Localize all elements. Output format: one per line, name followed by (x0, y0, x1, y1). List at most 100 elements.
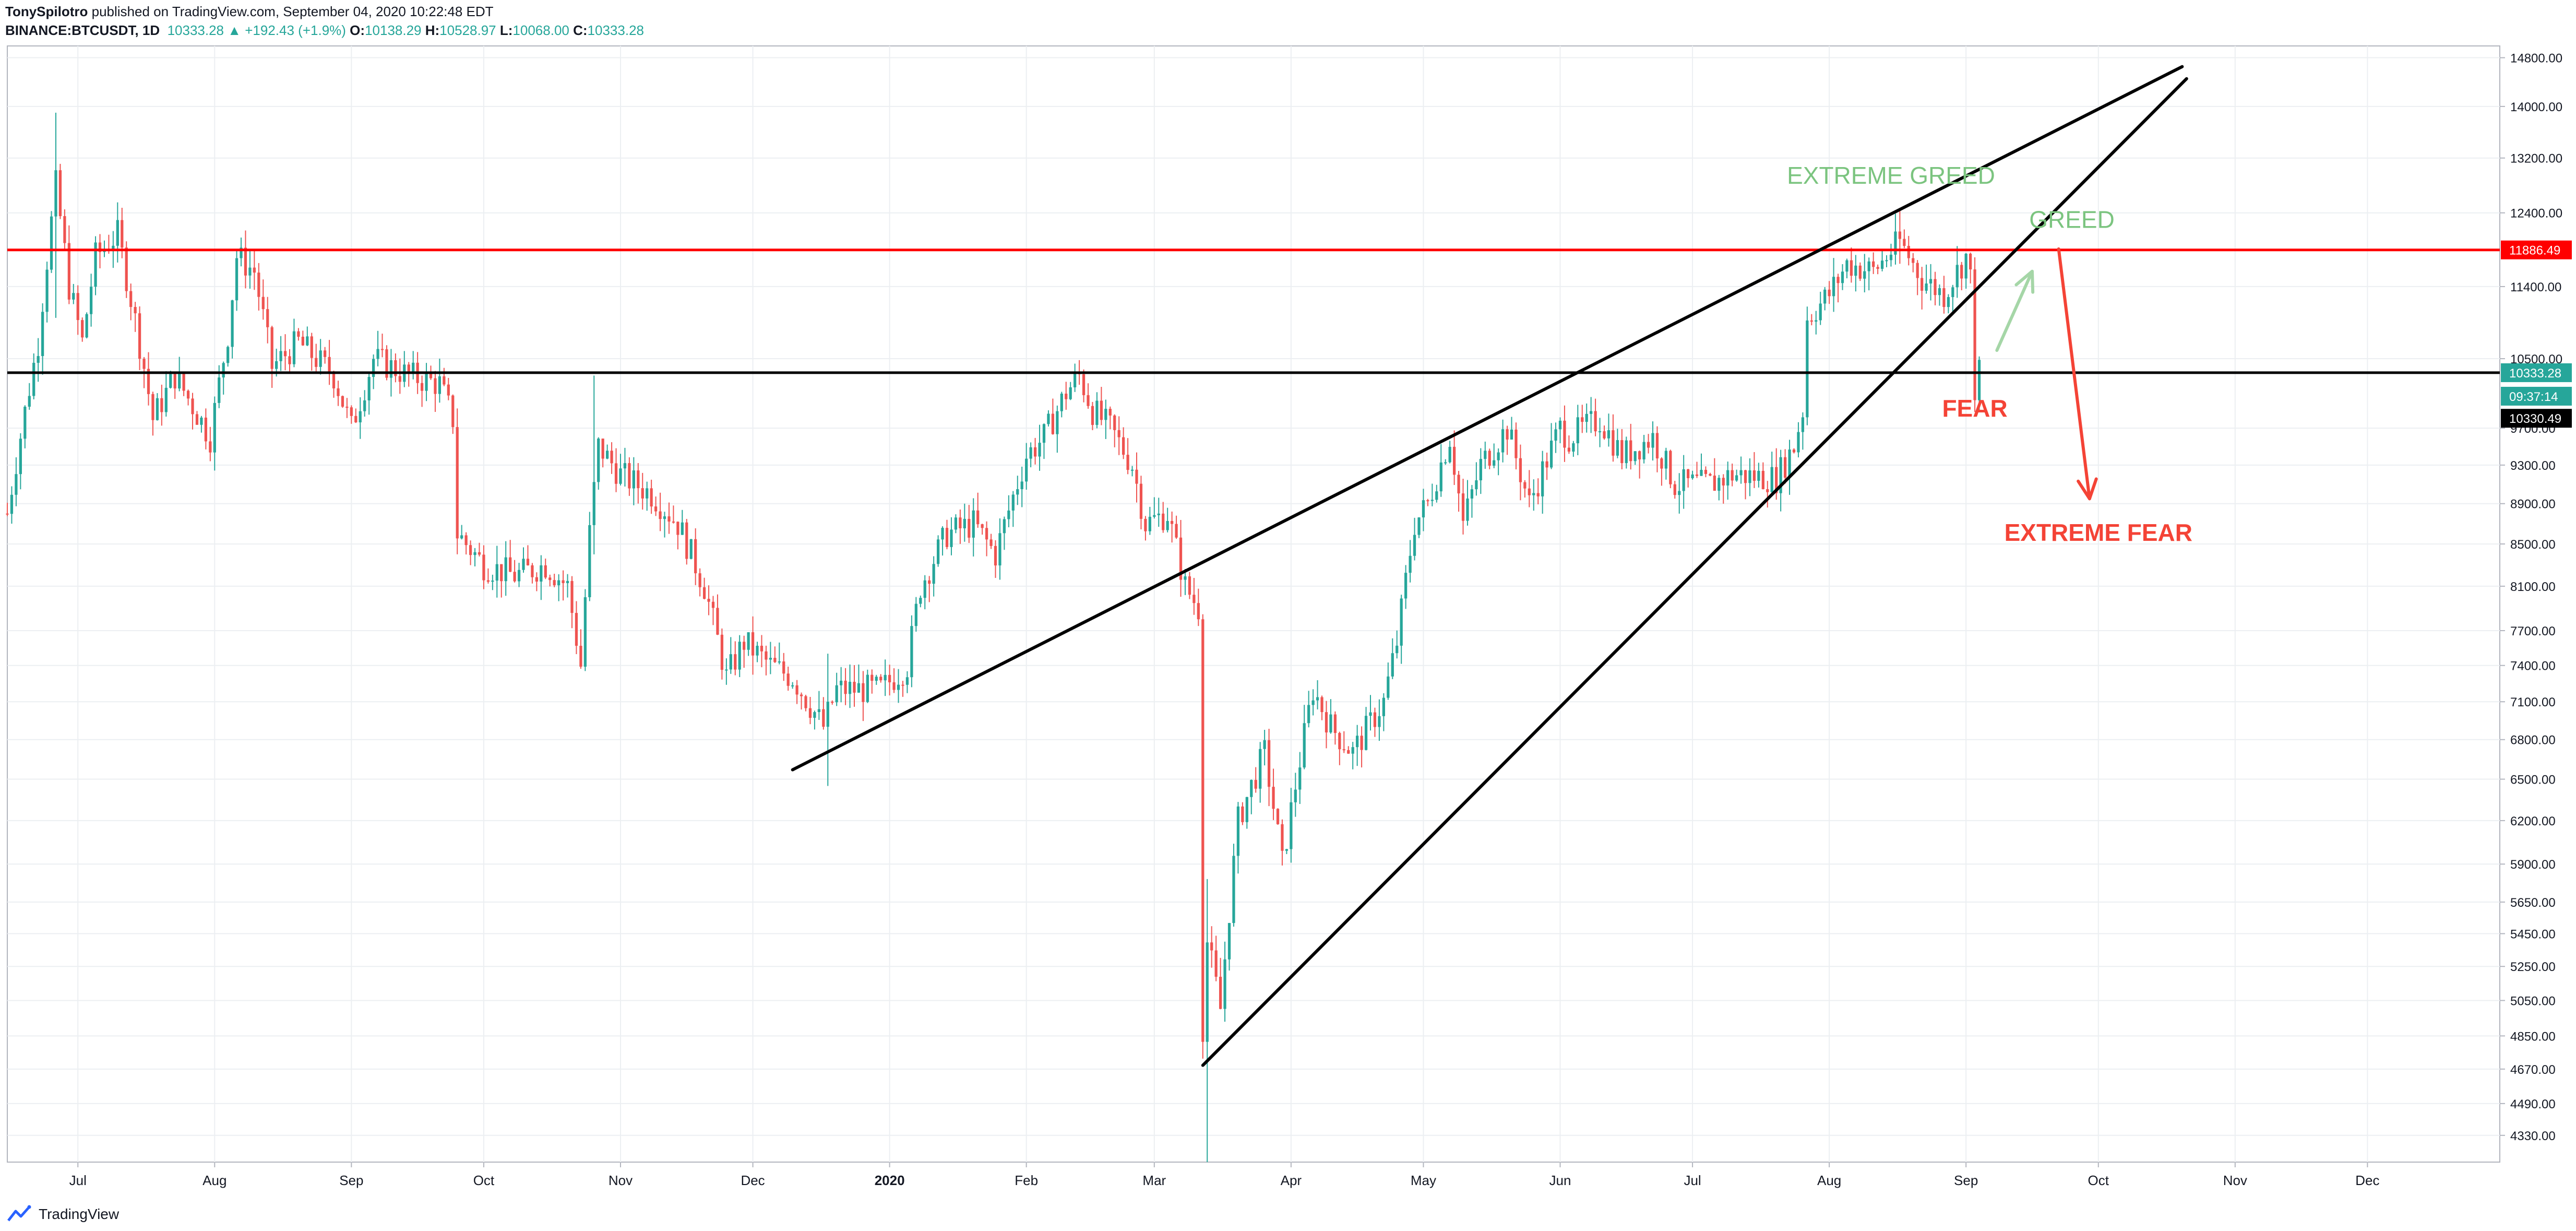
candle (667, 502, 671, 534)
candle (1603, 425, 1606, 440)
candle-body (685, 522, 688, 559)
y-tick-label: 9300.00 (2510, 459, 2556, 473)
candle-body (989, 539, 993, 546)
candle (1925, 264, 1928, 294)
candle-body (1903, 239, 1906, 246)
candle (1819, 291, 1822, 325)
candle-body (359, 411, 362, 423)
candle-body (778, 661, 781, 663)
greed-label: GREED (2029, 206, 2115, 233)
candle-body (637, 470, 640, 489)
candle (1687, 468, 1690, 488)
candle-body (972, 510, 975, 538)
candle (769, 642, 772, 674)
candle (376, 330, 379, 366)
candle-body (1236, 806, 1240, 856)
low-value: 10068.00 (512, 22, 569, 38)
candle (945, 519, 949, 550)
candle-body (1210, 942, 1213, 951)
candle-body (1122, 437, 1125, 455)
candle-body (844, 680, 847, 694)
candle (1567, 435, 1571, 454)
symbol-label[interactable]: BINANCE:BTCUSDT, 1D (5, 22, 160, 38)
candle (420, 375, 424, 407)
candle (1885, 255, 1888, 267)
candle (1620, 429, 1624, 469)
y-tick-label: 11400.00 (2510, 280, 2561, 294)
candle (1722, 474, 1725, 504)
candle-body (63, 216, 66, 243)
candle (1065, 382, 1068, 410)
candle (76, 285, 79, 335)
candle (994, 540, 997, 578)
candle (1484, 441, 1487, 469)
candle (702, 577, 706, 600)
author-name[interactable]: TonySpilotro (5, 4, 88, 19)
candle-body (614, 463, 618, 484)
candle-body (562, 580, 565, 583)
candle (1400, 595, 1403, 664)
candle (367, 372, 371, 415)
candle-body (968, 518, 971, 538)
candle-body (112, 245, 115, 252)
candle (1426, 499, 1429, 506)
candle (500, 564, 503, 598)
candle (1091, 401, 1094, 431)
candle (1660, 457, 1663, 486)
candle-body (1316, 697, 1319, 701)
candle-body (1457, 475, 1460, 494)
candle-body (81, 320, 84, 338)
x-tick-label: Jul (69, 1173, 87, 1188)
candle (434, 371, 437, 412)
candle-body (813, 712, 816, 718)
candle (698, 568, 701, 597)
candle (1682, 455, 1685, 509)
candle-body (1704, 470, 1708, 474)
candle-body (1858, 265, 1862, 279)
candle-body (800, 694, 803, 696)
y-tick-label: 5050.00 (2510, 994, 2556, 1008)
candle-body (1373, 712, 1377, 727)
chart-header: TonySpilotro published on TradingView.co… (5, 3, 2562, 40)
candle-body (1633, 451, 1637, 461)
price-tag-box (2501, 409, 2572, 428)
candle-body (1510, 429, 1513, 440)
arrow-shaft (1995, 269, 2034, 352)
candle (1175, 515, 1178, 539)
candle-body (1074, 373, 1077, 387)
candle (1647, 434, 1650, 454)
candle-body (1647, 442, 1650, 448)
candle-body (667, 516, 671, 522)
candle-body (1695, 474, 1699, 476)
candle (1241, 802, 1244, 825)
tradingview-logo-icon[interactable] (6, 1205, 33, 1224)
candle (1788, 440, 1791, 495)
candle (614, 448, 618, 492)
y-tick-label: 5650.00 (2510, 896, 2556, 910)
candle (914, 597, 917, 632)
candle (478, 542, 481, 557)
candle-body (1016, 489, 1019, 495)
candle (1448, 441, 1451, 464)
candle (1342, 731, 1345, 753)
candle-body (619, 468, 622, 484)
candle-body (1947, 297, 1950, 307)
candle (808, 696, 812, 725)
candle (1364, 707, 1368, 751)
candle (491, 574, 494, 590)
candle (248, 250, 252, 289)
candle (1290, 788, 1293, 863)
candle-body (1162, 513, 1165, 530)
candle-body (1214, 950, 1218, 977)
candle (531, 563, 534, 584)
candle (451, 394, 455, 434)
candle-body (1576, 417, 1579, 444)
candle (597, 437, 600, 490)
candle-body (1651, 433, 1654, 448)
candle-body (226, 347, 230, 363)
candle-body (698, 573, 701, 587)
candle-body (1470, 489, 1474, 499)
candle-body (1391, 653, 1394, 677)
footer-brand[interactable]: TradingView (39, 1206, 120, 1222)
